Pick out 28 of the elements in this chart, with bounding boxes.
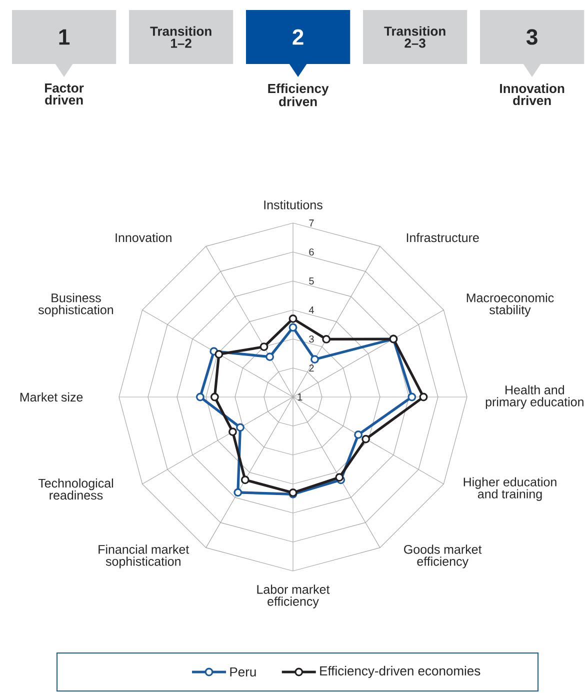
y-tick-label: 4 — [308, 306, 314, 314]
category-label: 3 — [526, 29, 538, 45]
y-tick-label: 6 — [309, 248, 314, 256]
y-tick-label: 2 — [309, 364, 314, 372]
category-label: Transition 1–2 — [150, 26, 212, 48]
spoke-label: Business sophistication — [38, 293, 114, 317]
legend-label: Efficiency-driven economies — [320, 666, 480, 678]
spoke-label: Infrastructure — [406, 232, 479, 242]
spoke-label: Innovation — [116, 232, 172, 242]
y-tick-label: 3 — [309, 335, 314, 343]
spoke-label: Health and primary education — [486, 385, 584, 409]
spoke-label: Institutions — [264, 200, 322, 210]
spoke-label: Goods market efficiency — [404, 544, 482, 568]
category-label: 2 — [292, 29, 304, 45]
spoke-label: Financial market sophistication — [98, 544, 190, 568]
spoke-label: Macroeconomic stability — [466, 293, 554, 317]
y-tick-label: 5 — [309, 278, 314, 284]
spoke-label: Labor market efficiency — [257, 584, 330, 608]
y-tick-label: 7 — [309, 220, 314, 226]
category-label: Transition 2–3 — [384, 26, 446, 48]
category-label: 1 — [59, 29, 70, 45]
spoke-label: Higher education and training — [464, 477, 556, 501]
legend-label: Peru — [230, 667, 256, 677]
text: Factor driven — [45, 84, 84, 105]
text: Innovation driven — [500, 84, 564, 106]
spoke-label: Technological readiness — [38, 478, 114, 500]
text: Efficiency driven — [268, 84, 329, 106]
spoke-label: Market size — [20, 392, 83, 402]
